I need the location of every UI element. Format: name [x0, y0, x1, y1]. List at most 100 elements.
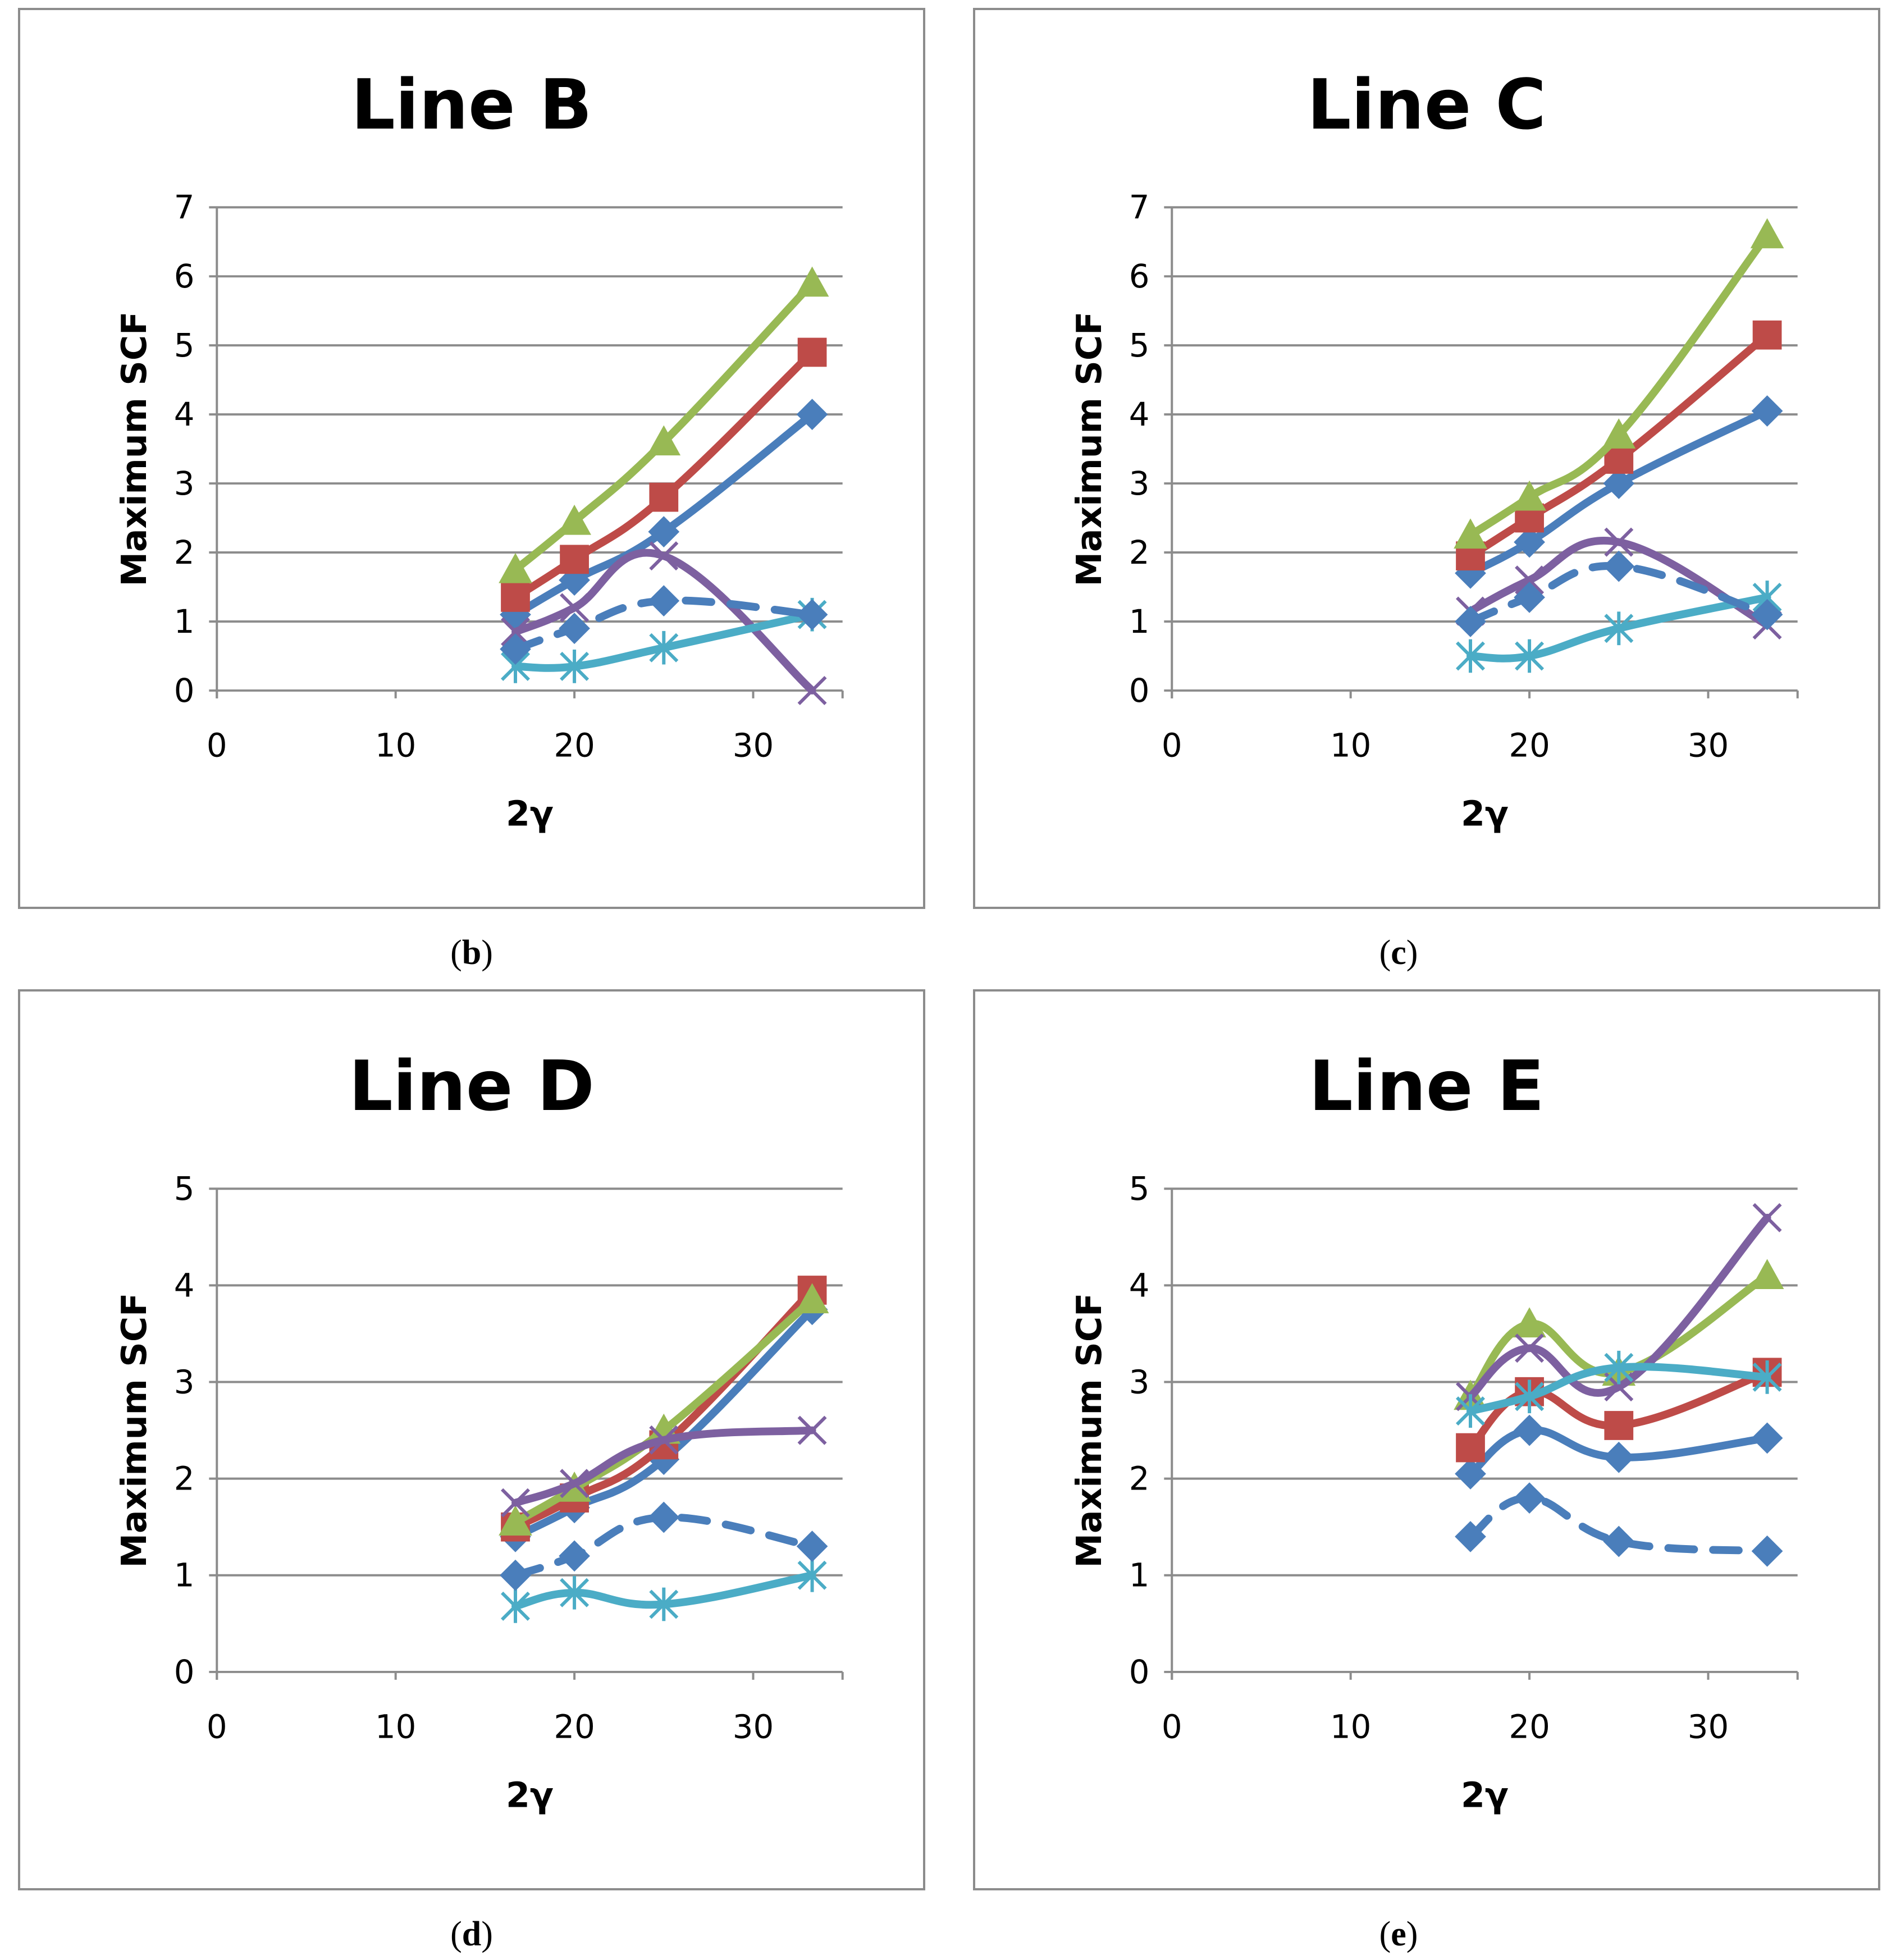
- x-tick-label: 10: [1330, 1707, 1371, 1746]
- x-tick-label: 20: [554, 726, 595, 764]
- data-point-marker: [647, 425, 681, 456]
- chart-panel-e: Line E 0 1 2 3 4 5 0 10 20 30 2γ Maximum SCF: [973, 989, 1880, 1890]
- series-line: [511, 610, 816, 672]
- data-point-marker: [560, 593, 590, 623]
- y-tick-label: 4: [174, 395, 195, 433]
- y-tick-label: 5: [174, 1169, 195, 1208]
- y-axis-label: Maximum SCF: [114, 312, 154, 587]
- series-line: [511, 1305, 816, 1541]
- caption-c: (c): [1379, 934, 1418, 972]
- x-tick-label: 0: [207, 726, 227, 764]
- x-tick-label: 0: [1162, 1707, 1182, 1746]
- data-point-marker: [501, 617, 531, 647]
- series-line: [1466, 406, 1771, 577]
- x-tick-label: 30: [733, 726, 774, 764]
- data-point-marker: [499, 1505, 532, 1536]
- x-tick-label: 10: [1330, 726, 1371, 764]
- x-tick-label: 20: [1509, 1707, 1550, 1746]
- x-tick-label: 10: [375, 726, 416, 764]
- series-line: [511, 596, 816, 654]
- series-line: [1466, 1272, 1771, 1401]
- caption-d: (d): [450, 1915, 493, 1953]
- y-tick-label: 2: [1129, 533, 1150, 572]
- y-tick-label: 4: [1129, 395, 1150, 433]
- data-point-marker: [1750, 218, 1784, 249]
- chart-svg-c: Line C 0 1 2 3 4 5 6 7 0 10 20 30 2γ Maximum SCF: [1069, 65, 1799, 834]
- data-point-marker: [1514, 1414, 1545, 1446]
- data-point-marker: [501, 1488, 531, 1518]
- data-point-marker: [1603, 1441, 1635, 1473]
- y-tick-label: 6: [174, 257, 195, 295]
- chart-svg-b: Line B 0 1 2 3 4 5 6 7 0 10 20 30 2γ Maximum SCF: [114, 65, 844, 834]
- data-point-marker: [795, 1283, 829, 1314]
- series-line: [1466, 1213, 1771, 1401]
- data-point-marker: [1515, 639, 1545, 673]
- chart-title: Line B: [351, 65, 592, 145]
- series-line: [1466, 1494, 1771, 1555]
- data-point-marker: [1751, 395, 1783, 427]
- series-line: [511, 1571, 816, 1610]
- series-line: [511, 279, 816, 574]
- data-point-marker: [649, 631, 679, 665]
- data-point-marker: [1456, 1433, 1485, 1463]
- y-tick-label: 0: [1129, 1653, 1150, 1691]
- chart-title: Line D: [349, 1046, 595, 1127]
- series-2: [501, 337, 827, 612]
- data-point-marker: [1456, 1394, 1486, 1428]
- data-point-marker: [648, 516, 680, 547]
- series-5: [1456, 581, 1782, 673]
- data-point-marker: [1752, 1203, 1782, 1232]
- data-point-marker: [560, 545, 589, 574]
- y-tick-label: 7: [1129, 188, 1150, 226]
- data-point-marker: [1604, 611, 1634, 646]
- y-tick-label: 3: [174, 464, 195, 502]
- series-line: [1466, 536, 1771, 629]
- data-point-marker: [501, 583, 530, 612]
- data-point-marker: [796, 598, 828, 631]
- data-point-marker: [1604, 1350, 1634, 1385]
- series-4: [501, 1415, 827, 1518]
- y-tick-label: 1: [174, 602, 195, 641]
- x-tick-label: 30: [733, 1707, 774, 1746]
- series-line: [1466, 1426, 1771, 1478]
- series-line: [1466, 231, 1771, 540]
- y-tick-label: 2: [1129, 1460, 1150, 1498]
- series-4: [1456, 1203, 1782, 1411]
- x-axis-label: 2γ: [1461, 794, 1509, 834]
- data-point-marker: [560, 650, 590, 683]
- data-point-marker: [649, 1587, 679, 1621]
- data-point-marker: [1751, 1535, 1783, 1567]
- data-point-marker: [1454, 518, 1487, 549]
- y-tick-label: 7: [174, 188, 195, 226]
- y-tick-label: 4: [174, 1266, 195, 1304]
- chart-panel-b: Line B 0 1 2 3 4 5 6 7 0 10 20 30 2γ Maximum SCF: [18, 8, 925, 909]
- data-point-marker: [1752, 320, 1782, 350]
- data-point-marker: [797, 675, 827, 705]
- series-6: [500, 585, 828, 665]
- data-point-marker: [1752, 1360, 1782, 1394]
- y-tick-label: 5: [1129, 1169, 1150, 1208]
- data-point-marker: [1603, 468, 1635, 499]
- x-axis-label: 2γ: [1461, 1775, 1509, 1816]
- y-tick-label: 5: [1129, 326, 1150, 364]
- data-point-marker: [1514, 1482, 1545, 1514]
- x-tick-label: 30: [1688, 726, 1729, 764]
- data-point-marker: [560, 1575, 590, 1610]
- data-point-marker: [1603, 1525, 1635, 1557]
- y-tick-label: 1: [174, 1556, 195, 1595]
- y-tick-label: 2: [174, 1460, 195, 1498]
- data-point-marker: [797, 337, 827, 367]
- data-point-marker: [795, 266, 829, 297]
- data-point-marker: [1515, 1333, 1545, 1363]
- series-line: [1466, 1368, 1771, 1452]
- series-6: [1455, 1482, 1783, 1567]
- y-tick-label: 0: [174, 1653, 195, 1691]
- data-point-marker: [500, 1559, 531, 1591]
- y-tick-label: 3: [174, 1363, 195, 1401]
- series-3: [499, 266, 829, 583]
- data-point-marker: [1604, 1411, 1634, 1440]
- data-point-marker: [649, 482, 679, 512]
- series-line: [1466, 331, 1771, 560]
- data-point-marker: [1455, 1458, 1486, 1490]
- data-point-marker: [501, 1589, 531, 1623]
